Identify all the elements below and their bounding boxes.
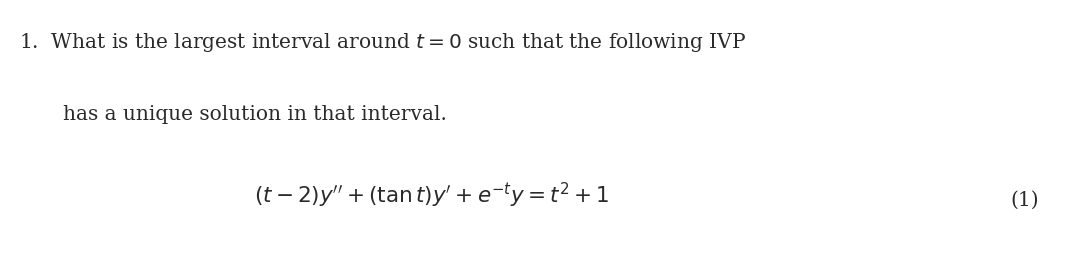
Text: $(t - 2)y^{\prime\prime} + (\mathrm{tan}\,t)y^{\prime} + e^{-t}y = t^2 + 1$: $(t - 2)y^{\prime\prime} + (\mathrm{tan}… [254, 181, 610, 210]
Text: has a unique solution in that interval.: has a unique solution in that interval. [63, 105, 446, 124]
Text: 1.  What is the largest interval around $t = 0$ such that the following IVP: 1. What is the largest interval around $… [19, 31, 746, 54]
Text: (1): (1) [1010, 190, 1039, 210]
